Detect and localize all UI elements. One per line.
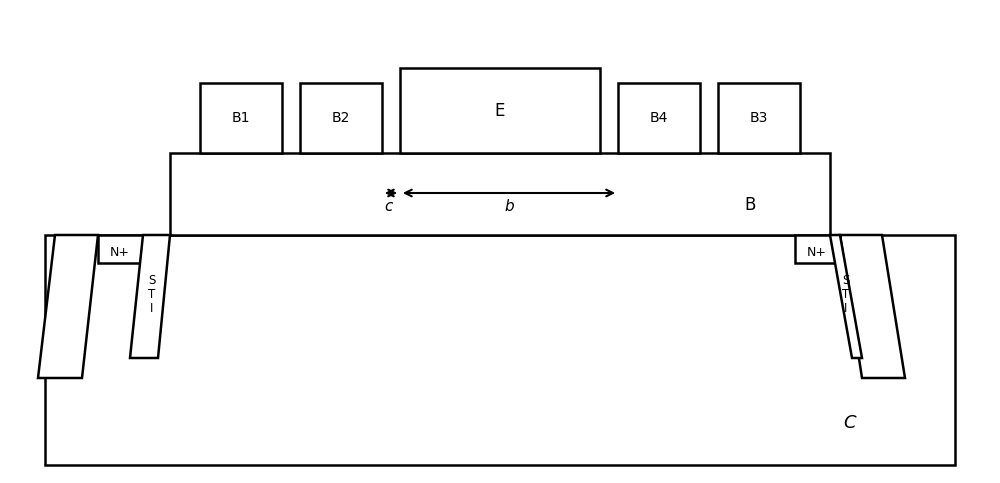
- Bar: [170, 153, 830, 235]
- Text: B: B: [744, 196, 756, 214]
- Bar: [45, 235, 955, 465]
- Bar: [300, 83, 382, 153]
- Bar: [200, 83, 282, 153]
- Bar: [400, 68, 600, 153]
- Polygon shape: [38, 235, 98, 378]
- Text: B3: B3: [750, 111, 768, 125]
- Bar: [98, 235, 143, 263]
- Text: S
T
I: S T I: [842, 274, 850, 315]
- Text: S
T
I: S T I: [148, 274, 156, 315]
- Text: N+: N+: [110, 245, 130, 258]
- Bar: [618, 83, 700, 153]
- Polygon shape: [830, 235, 862, 358]
- Text: E: E: [495, 102, 505, 120]
- Text: B1: B1: [232, 111, 250, 125]
- Text: B2: B2: [332, 111, 350, 125]
- Polygon shape: [130, 235, 170, 358]
- Bar: [718, 83, 800, 153]
- Text: c: c: [384, 199, 392, 214]
- Text: C: C: [844, 414, 856, 432]
- Bar: [795, 235, 840, 263]
- Text: B4: B4: [650, 111, 668, 125]
- Polygon shape: [840, 235, 905, 378]
- Text: N+: N+: [807, 245, 827, 258]
- Text: b: b: [504, 199, 514, 214]
